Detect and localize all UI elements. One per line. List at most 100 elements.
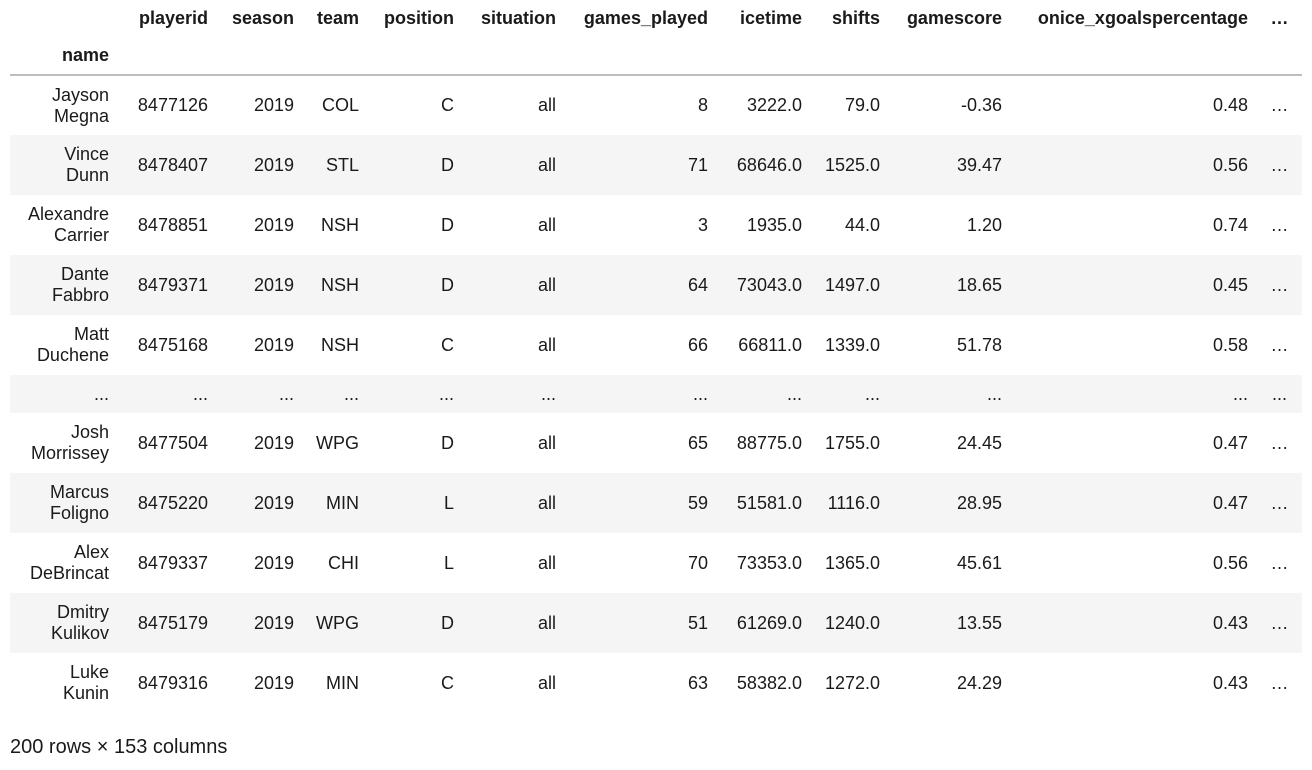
cell-more: … xyxy=(1270,612,1289,633)
cell-situation: all xyxy=(537,154,556,175)
cell-more: … xyxy=(1270,552,1289,573)
row-index-name-part: Matt xyxy=(73,324,109,344)
row-index-name: Josh Morrissey xyxy=(10,413,118,473)
cell-more: … xyxy=(1270,432,1289,453)
cell-icetime: 88775.0 xyxy=(736,432,802,453)
cell-icetime: 3222.0 xyxy=(746,95,802,115)
cell-position: C xyxy=(441,95,454,115)
cell-onice-xgoalspercentage: 0.43 xyxy=(1212,672,1248,693)
row-index-name-part: Fabbro xyxy=(51,285,109,305)
cell-position: C xyxy=(441,334,454,355)
cell-games-played: 8 xyxy=(697,95,708,115)
cell-season: 2019 xyxy=(253,432,294,453)
index-name: name xyxy=(61,45,109,65)
cell-more: … xyxy=(1270,334,1289,355)
row-index-name-part: Foligno xyxy=(49,503,109,523)
cell-shifts: ... xyxy=(864,383,880,404)
cell-icetime: 51581.0 xyxy=(736,492,802,513)
cell-gamescore: 1.20 xyxy=(966,214,1002,235)
cell-onice-xgoalspercentage: 0.74 xyxy=(1212,214,1248,235)
cell-position: D xyxy=(441,612,454,633)
column-header-position: position xyxy=(384,8,454,28)
cell-playerid: 8475179 xyxy=(137,612,208,633)
cell-position: ... xyxy=(438,383,454,404)
row-index-name-part: Duchene xyxy=(36,345,109,365)
row-index-name: Alexandre Carrier xyxy=(10,195,118,255)
row-index-name-part: Vince xyxy=(64,144,109,164)
cell-team: WPG xyxy=(316,612,359,633)
row-index-name: Alex DeBrincat xyxy=(10,533,118,593)
cell-games-played: 65 xyxy=(687,432,708,453)
cell-situation: all xyxy=(537,95,556,115)
row-index-name: Dante Fabbro xyxy=(10,255,118,315)
cell-situation: all xyxy=(537,552,556,573)
cell-icetime: 58382.0 xyxy=(736,672,802,693)
cell-onice-xgoalspercentage: 0.48 xyxy=(1212,95,1248,115)
cell-position: L xyxy=(443,492,454,513)
row-index-name-part: Alexandre xyxy=(27,204,109,224)
row-index-name: Jayson Megna xyxy=(10,75,118,135)
index-corner xyxy=(10,0,118,37)
row-index-name-part: Megna xyxy=(53,105,109,126)
cell-games-played: 51 xyxy=(687,612,708,633)
cell-situation: all xyxy=(537,432,556,453)
row-index-name-part: Luke xyxy=(69,662,109,682)
cell-onice-xgoalspercentage: 0.56 xyxy=(1212,552,1248,573)
cell-position: D xyxy=(441,432,454,453)
cell-more: … xyxy=(1270,214,1289,235)
row-index-name-part: Dmitry xyxy=(57,602,109,622)
column-header-games-played: games_played xyxy=(583,8,708,28)
cell-shifts: 1525.0 xyxy=(824,154,880,175)
cell-onice-xgoalspercentage: 0.47 xyxy=(1212,492,1248,513)
cell-position: L xyxy=(443,552,454,573)
row-index-name-part: DeBrincat xyxy=(29,563,109,583)
row-index-name: Marcus Foligno xyxy=(10,473,118,533)
row-index-name-part: Alex xyxy=(73,542,109,562)
cell-icetime: 73043.0 xyxy=(736,274,802,295)
dataframe-table: playerid season team position situation games… xyxy=(10,0,1302,713)
row-index-name-part: Morrissey xyxy=(30,443,109,463)
row-index-name-part: Kunin xyxy=(62,683,109,703)
cell-season: 2019 xyxy=(253,552,294,573)
cell-icetime: 61269.0 xyxy=(736,612,802,633)
cell-playerid: 8475220 xyxy=(137,492,208,513)
cell-position: C xyxy=(441,672,454,693)
column-header-icetime: icetime xyxy=(739,8,802,28)
dataframe-container: playerid season team position situation games… xyxy=(10,0,1302,713)
cell-season: 2019 xyxy=(253,274,294,295)
cell-situation: ... xyxy=(540,383,556,404)
cell-playerid: 8478407 xyxy=(137,154,208,175)
column-header-situation: situation xyxy=(481,8,556,28)
index-name-row: name xyxy=(10,37,1302,75)
cell-gamescore: 13.55 xyxy=(956,612,1002,633)
cell-season: 2019 xyxy=(253,672,294,693)
cell-gamescore: -0.36 xyxy=(960,95,1002,115)
cell-icetime: ... xyxy=(786,383,802,404)
cell-onice-xgoalspercentage: ... xyxy=(1232,383,1248,404)
column-header-season: season xyxy=(231,8,294,28)
row-index-name-part: Dunn xyxy=(65,165,109,185)
cell-icetime: 1935.0 xyxy=(746,214,802,235)
cell-playerid: 8479337 xyxy=(137,552,208,573)
cell-gamescore: 18.65 xyxy=(956,274,1002,295)
column-header-gamescore: gamescore xyxy=(906,8,1002,28)
cell-onice-xgoalspercentage: 0.58 xyxy=(1212,334,1248,355)
cell-season: ... xyxy=(278,383,294,404)
row-index-name-part: Carrier xyxy=(53,225,109,245)
cell-position: D xyxy=(441,214,454,235)
cell-shifts: 1240.0 xyxy=(824,612,880,633)
cell-gamescore: 24.45 xyxy=(956,432,1002,453)
cell-playerid: ... xyxy=(192,383,208,404)
cell-situation: all xyxy=(537,274,556,295)
cell-playerid: 8477126 xyxy=(137,95,208,115)
cell-games-played: 66 xyxy=(687,334,708,355)
cell-team: MIN xyxy=(326,492,359,513)
cell-more: … xyxy=(1270,672,1289,693)
row-index-name-part: Josh xyxy=(70,422,109,442)
